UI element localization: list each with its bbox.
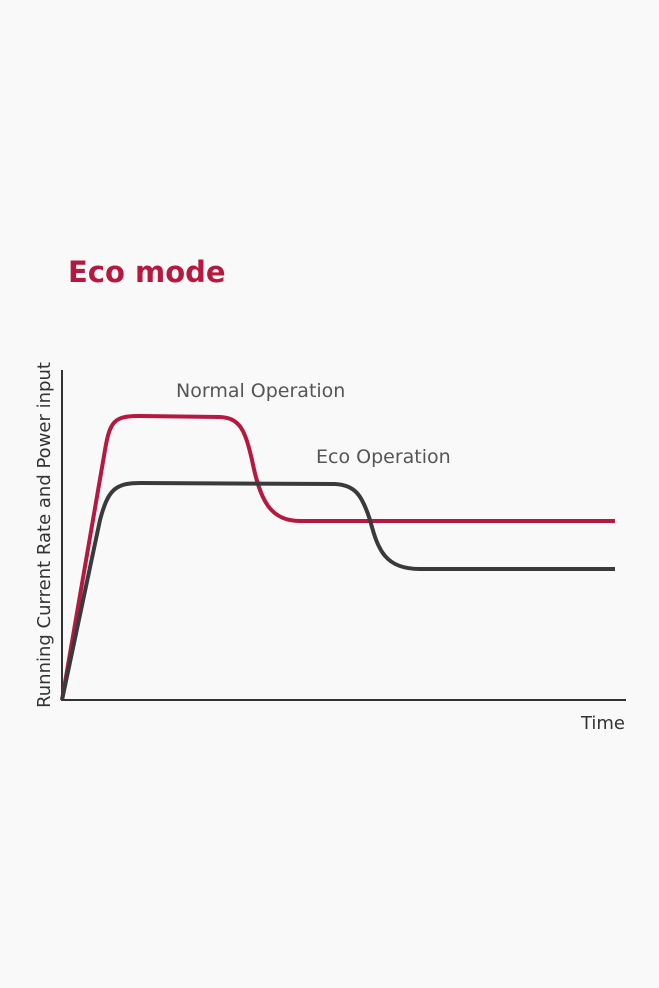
x-axis-label: Time — [580, 713, 625, 734]
curve-label: Normal Operation — [176, 380, 345, 402]
title: Eco mode — [68, 255, 226, 289]
normal-curve — [60, 414, 615, 701]
curve-label: Eco Operation — [316, 446, 451, 468]
eco-curve — [60, 481, 615, 701]
y-axis-label: Running Current Rate and Power input — [34, 362, 55, 708]
